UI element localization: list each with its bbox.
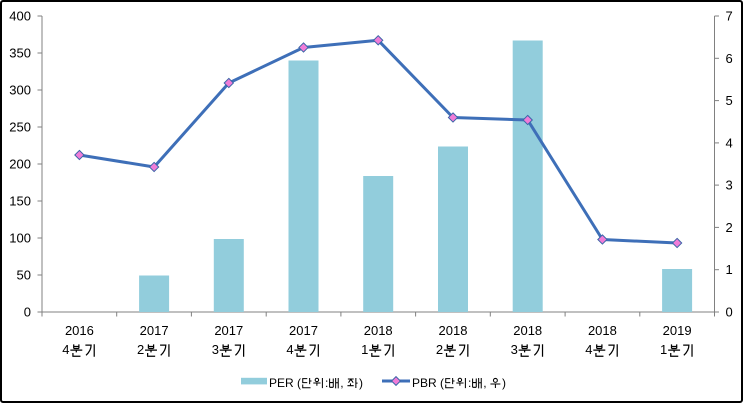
- svg-text:200: 200: [9, 157, 31, 172]
- svg-text:6: 6: [726, 51, 733, 66]
- svg-text:100: 100: [9, 231, 31, 246]
- svg-text:350: 350: [9, 46, 31, 61]
- svg-text:,: ,: [340, 376, 343, 390]
- svg-text:150: 150: [9, 194, 31, 209]
- svg-text:250: 250: [9, 120, 31, 135]
- svg-text:4: 4: [286, 342, 293, 357]
- svg-text:1: 1: [726, 262, 733, 277]
- svg-text:1: 1: [660, 342, 667, 357]
- svg-text:3: 3: [212, 342, 219, 357]
- svg-text:50: 50: [17, 268, 31, 283]
- svg-text:): ): [359, 376, 363, 390]
- svg-text:,: ,: [483, 376, 486, 390]
- svg-text:2017: 2017: [289, 323, 318, 338]
- svg-text:2018: 2018: [513, 323, 542, 338]
- svg-text:2: 2: [436, 342, 443, 357]
- svg-text:3: 3: [511, 342, 518, 357]
- svg-text:2018: 2018: [364, 323, 393, 338]
- svg-text::: :: [325, 376, 328, 390]
- svg-text:2019: 2019: [663, 323, 692, 338]
- svg-text:4: 4: [726, 135, 733, 150]
- svg-text:): ): [502, 376, 506, 390]
- svg-text:0: 0: [24, 305, 31, 320]
- svg-text:3: 3: [726, 178, 733, 193]
- svg-text:7: 7: [726, 9, 733, 24]
- svg-text:400: 400: [9, 9, 31, 24]
- svg-text:2016: 2016: [65, 323, 94, 338]
- svg-text:2017: 2017: [140, 323, 169, 338]
- svg-text:PBR (: PBR (: [412, 376, 444, 390]
- svg-text:2017: 2017: [214, 323, 243, 338]
- svg-text:300: 300: [9, 83, 31, 98]
- svg-text:4: 4: [62, 342, 69, 357]
- svg-text:2018: 2018: [439, 323, 468, 338]
- svg-text:2: 2: [726, 220, 733, 235]
- svg-text:0: 0: [726, 305, 733, 320]
- svg-text:2: 2: [137, 342, 144, 357]
- svg-text:PER (: PER (: [269, 376, 301, 390]
- svg-text::: :: [468, 376, 471, 390]
- svg-text:2018: 2018: [588, 323, 617, 338]
- svg-text:4: 4: [585, 342, 592, 357]
- svg-text:5: 5: [726, 93, 733, 108]
- svg-text:1: 1: [361, 342, 368, 357]
